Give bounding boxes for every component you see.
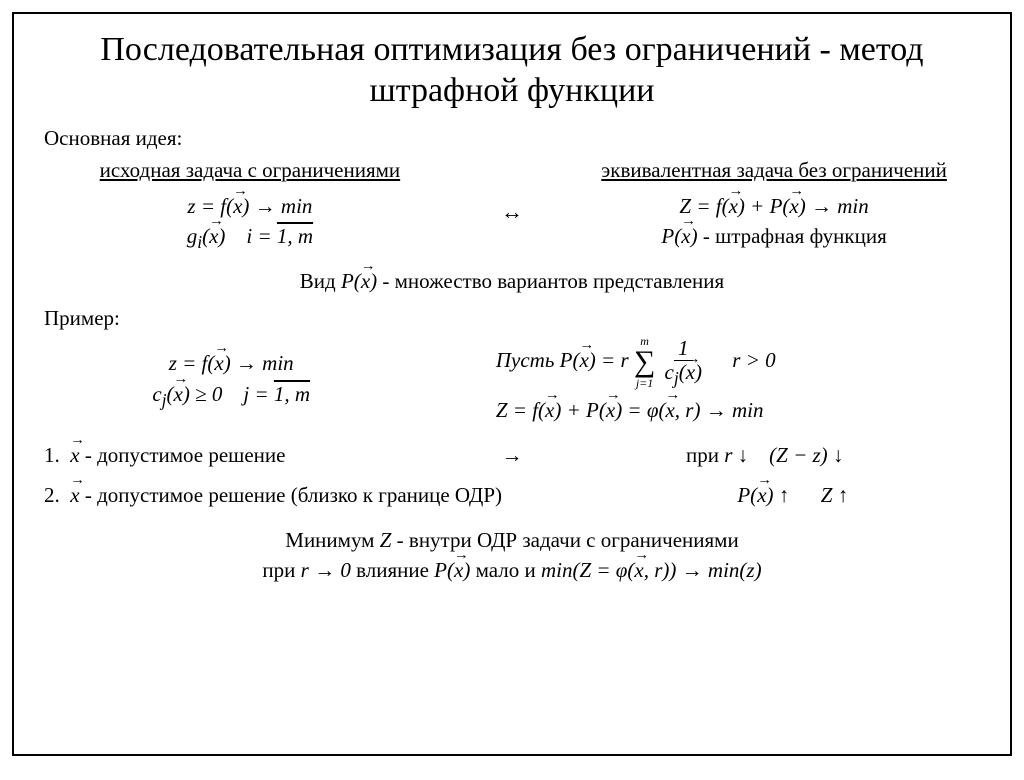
concl2-mid: влияние	[351, 558, 434, 582]
ex-px: Пусть P(x) = r m∑j=1 1cj(x) r > 0	[456, 335, 980, 389]
equiv-problem-title: эквивалентная задача без ограничений	[568, 155, 980, 185]
item2-left: 2. x - допустимое решение (близко к гран…	[44, 480, 606, 510]
conclusion-1: Минимум Z - внутри ОДР задачи с ограниче…	[44, 525, 980, 555]
orig-eq1: z = f(x) → min	[44, 191, 456, 221]
orig-problem-block: исходная задача с ограничениями z = f(x)…	[44, 155, 456, 256]
example-right: Пусть P(x) = r m∑j=1 1cj(x) r > 0 Z = f(…	[456, 335, 980, 425]
ex-z: Z = f(x) + P(x) = φ(x, r) → min	[456, 395, 980, 425]
orig-problem-title: исходная задача с ограничениями	[44, 155, 456, 185]
px-suffix: - множество вариантов представления	[377, 269, 724, 293]
item1-left: 1. x - допустимое решение	[44, 440, 475, 470]
equiv-eq2: P(x) - штрафная функция	[568, 221, 980, 251]
idea-row: исходная задача с ограничениями z = f(x)…	[44, 155, 980, 256]
concl2-suffix: мало и	[470, 558, 541, 582]
item1-text: - допустимое решение	[80, 443, 286, 467]
item-2-row: 2. x - допустимое решение (близко к гран…	[44, 480, 980, 510]
px-variants-line: Вид P(x) - множество вариантов представл…	[44, 266, 980, 296]
example-left: z = f(x) → min cj(x) ≥ 0 j = 1, m	[44, 348, 418, 413]
slide-frame: Последовательная оптимизация без огранич…	[12, 12, 1012, 756]
item-1-row: 1. x - допустимое решение → при r ↓ (Z −…	[44, 440, 980, 470]
slide-title: Последовательная оптимизация без огранич…	[44, 30, 980, 112]
min-label: Минимум	[285, 528, 379, 552]
main-idea-label: Основная идея:	[44, 126, 980, 151]
arrow-right-1: →	[475, 440, 550, 470]
penalty-note: - штрафная функция	[698, 224, 887, 248]
item2-num: 2.	[44, 483, 60, 507]
pri-1: при	[686, 443, 724, 467]
bi-arrow: ↔	[465, 155, 559, 225]
example-row: z = f(x) → min cj(x) ≥ 0 j = 1, m Пусть …	[44, 335, 980, 425]
example-label: Пример:	[44, 306, 980, 331]
ex-eq1: z = f(x) → min	[44, 348, 418, 378]
item1-right: при r ↓ (Z − z) ↓	[549, 440, 980, 470]
equiv-eq1: Z = f(x) + P(x) → min	[568, 191, 980, 221]
item2-right: P(x) ↑ Z ↑	[606, 480, 980, 510]
item2-text: - допустимое решение (близко к границе О…	[80, 483, 502, 507]
conclusion-2: при r → 0 влияние P(x) мало и min(Z = φ(…	[44, 555, 980, 585]
concl2-prefix: при	[262, 558, 300, 582]
let-label: Пусть	[496, 348, 560, 372]
concl1-text: - внутри ОДР задачи с ограничениями	[391, 528, 738, 552]
item1-num: 1.	[44, 443, 60, 467]
px-prefix: Вид	[300, 269, 341, 293]
ex-eq2: cj(x) ≥ 0 j = 1, m	[44, 379, 418, 414]
equiv-problem-block: эквивалентная задача без ограничений Z =…	[568, 155, 980, 252]
orig-eq2: gi(x) i = 1, m	[44, 221, 456, 256]
